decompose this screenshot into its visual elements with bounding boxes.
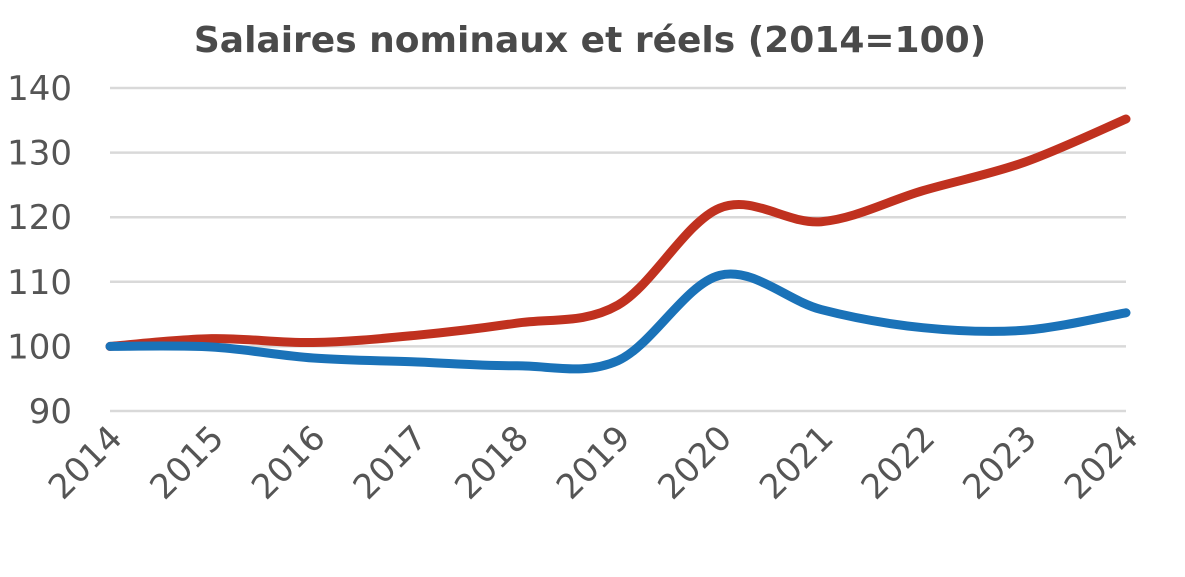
x-tick-label: 2024	[1057, 418, 1146, 507]
x-tick-label: 2020	[650, 418, 739, 507]
x-tick-label: 2016	[244, 418, 333, 507]
x-tick-label: 2017	[346, 418, 435, 507]
series-line-real	[105, 269, 1131, 374]
y-tick-label: 90	[29, 392, 72, 432]
chart-title: Salaires nominaux et réels (2014=100)	[194, 20, 986, 61]
x-tick-label: 2021	[752, 418, 841, 507]
x-tick-label: 2019	[549, 418, 638, 507]
x-tick-label: 2023	[955, 418, 1044, 507]
x-tick-label: 2018	[447, 418, 536, 507]
series-line-nominal	[105, 114, 1131, 351]
y-tick-label: 110	[7, 263, 72, 303]
y-tick-label: 140	[7, 69, 72, 109]
y-tick-label: 100	[7, 327, 72, 367]
x-tick-label: 2015	[142, 418, 231, 507]
y-tick-label: 130	[7, 134, 72, 174]
x-tick-label: 2022	[854, 418, 943, 507]
y-tick-label: 120	[7, 198, 72, 238]
